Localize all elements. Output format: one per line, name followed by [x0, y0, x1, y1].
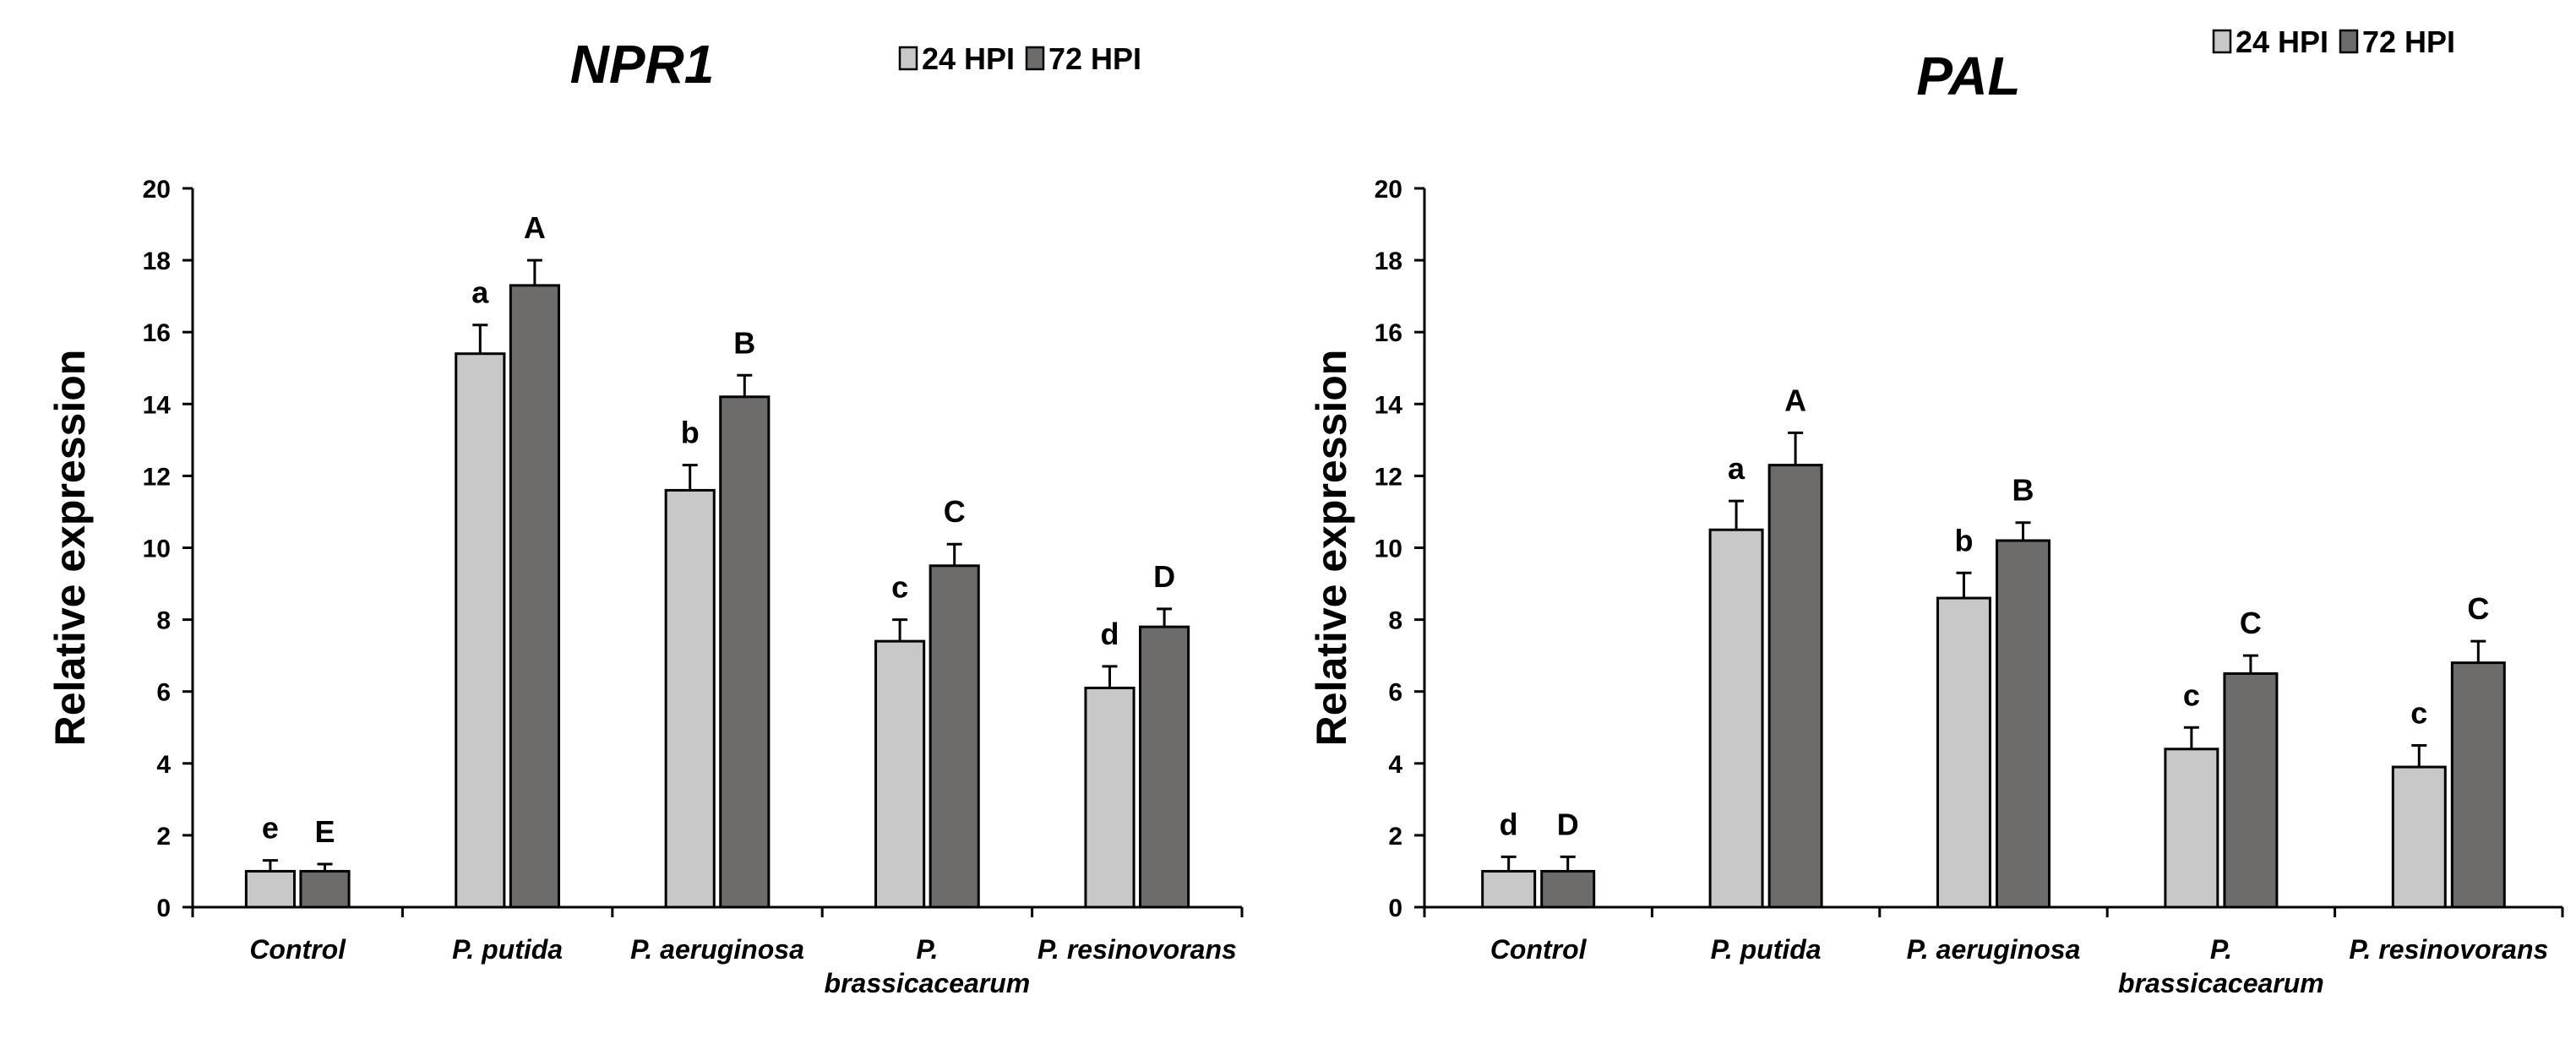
- significance-letter: D: [1153, 559, 1175, 594]
- x-category-label: brassicacearum: [2118, 968, 2324, 998]
- significance-letter: E: [314, 814, 335, 849]
- significance-letter: d: [1500, 807, 1518, 841]
- bar-72-hpi: [509, 284, 560, 909]
- bar-72-hpi: [2223, 672, 2279, 909]
- y-tick-label: 12: [1375, 463, 1402, 491]
- significance-letter: C: [944, 494, 966, 529]
- y-tick-label: 2: [156, 823, 171, 851]
- significance-letter: e: [262, 811, 279, 846]
- legend-swatch-0: [2212, 29, 2232, 54]
- x-category-label: Control: [1490, 934, 1588, 965]
- chart-title: PAL: [1916, 46, 2020, 106]
- legend-label-0: 24 HPI: [2236, 24, 2328, 59]
- significance-letter: c: [891, 570, 908, 605]
- significance-letter: a: [1728, 451, 1745, 486]
- x-category-label: P. putida: [1711, 934, 1822, 965]
- x-category-label: P.: [916, 934, 938, 965]
- y-tick-label: 8: [1388, 607, 1402, 635]
- significance-letter: A: [1784, 383, 1806, 417]
- x-category-label: P. putida: [452, 934, 563, 965]
- npr1-chart-svg: NPR1 24 HPI 72 HPI Relative expression 0 2 4 6 8…: [46, 34, 1244, 998]
- significance-letter: B: [2012, 473, 2034, 508]
- y-tick-label: 10: [143, 536, 171, 563]
- legend: 24 HPI 72 HPI: [2212, 24, 2455, 59]
- y-axis-label: Relative expression: [1308, 350, 1355, 747]
- significance-letter: c: [2410, 696, 2427, 731]
- y-tick-label: 0: [156, 894, 171, 922]
- x-category-label: P. aeruginosa: [630, 934, 804, 965]
- chart-title: NPR1: [570, 34, 715, 95]
- y-tick-label: 0: [1388, 894, 1402, 922]
- y-tick-label: 12: [143, 463, 171, 491]
- bar-24-hpi: [455, 352, 506, 909]
- npr1-chart: NPR1 24 HPI 72 HPI Relative expression 0 2 4 6 8…: [46, 34, 1244, 998]
- bar-72-hpi: [1996, 539, 2051, 909]
- bar-72-hpi: [719, 395, 771, 909]
- y-tick-label: 4: [1388, 751, 1402, 779]
- legend-label-1: 72 HPI: [2362, 24, 2455, 59]
- bar-24-hpi: [664, 488, 716, 909]
- significance-letter: A: [524, 210, 546, 245]
- y-tick-label: 8: [156, 607, 171, 635]
- significance-letter: B: [733, 325, 755, 360]
- y-tick-label: 6: [1388, 679, 1402, 707]
- pal-chart: PAL 24 HPI 72 HPI Relative expression 0 2 4 6 8 1…: [1288, 0, 2576, 1044]
- y-tick-label: 4: [156, 751, 171, 779]
- significance-letter: D: [1557, 807, 1579, 841]
- y-tick-label: 14: [1375, 391, 1403, 419]
- pal-chart-svg: PAL 24 HPI 72 HPI Relative expression 0 2 4 6 8 1…: [1308, 24, 2564, 998]
- bar-72-hpi: [1139, 625, 1190, 909]
- x-category-label: P. aeruginosa: [1907, 934, 2081, 965]
- x-category-label: P.: [2210, 934, 2232, 965]
- legend: 24 HPI 72 HPI: [898, 41, 1141, 76]
- bar-72-hpi: [929, 564, 980, 909]
- significance-letter: b: [681, 416, 700, 450]
- y-axis-label: Relative expression: [46, 350, 94, 747]
- bar-72-hpi: [1540, 869, 1596, 909]
- y-tick-label: 18: [143, 247, 171, 275]
- y-tick-label: 18: [1375, 247, 1402, 275]
- significance-letter: c: [2183, 677, 2200, 712]
- bar-24-hpi: [874, 639, 926, 909]
- legend-swatch-1: [2339, 29, 2359, 54]
- bar-72-hpi: [299, 869, 351, 909]
- bar-72-hpi: [2450, 661, 2506, 909]
- y-tick-label: 14: [143, 391, 172, 419]
- bar-24-hpi: [1708, 528, 1764, 909]
- bar-24-hpi: [2164, 748, 2219, 909]
- x-category-label: P. resinovorans: [2349, 934, 2548, 965]
- bar-72-hpi: [1767, 464, 1823, 909]
- significance-letter: a: [471, 275, 489, 310]
- legend-swatch-1: [1025, 46, 1045, 71]
- y-tick-label: 16: [1375, 319, 1402, 347]
- y-tick-label: 2: [1388, 823, 1402, 851]
- legend-swatch-0: [898, 46, 918, 71]
- bar-24-hpi: [244, 869, 296, 909]
- x-category-label: brassicacearum: [825, 968, 1031, 998]
- bar-24-hpi: [1481, 869, 1537, 909]
- y-tick-label: 20: [1375, 176, 1402, 204]
- significance-letter: b: [1954, 523, 1973, 557]
- bar-24-hpi: [1936, 596, 1991, 909]
- y-tick-label: 16: [143, 319, 171, 347]
- y-tick-label: 6: [156, 679, 171, 707]
- significance-letter: C: [2467, 591, 2489, 626]
- significance-letter: C: [2240, 606, 2262, 640]
- legend-label-0: 24 HPI: [922, 41, 1015, 76]
- significance-letter: d: [1101, 617, 1119, 651]
- bar-24-hpi: [2391, 765, 2447, 909]
- x-category-label: Control: [249, 934, 346, 965]
- x-category-label: P. resinovorans: [1037, 934, 1237, 965]
- y-tick-label: 10: [1375, 536, 1402, 563]
- y-tick-label: 20: [143, 176, 171, 204]
- bar-24-hpi: [1084, 686, 1136, 909]
- legend-label-1: 72 HPI: [1048, 41, 1141, 76]
